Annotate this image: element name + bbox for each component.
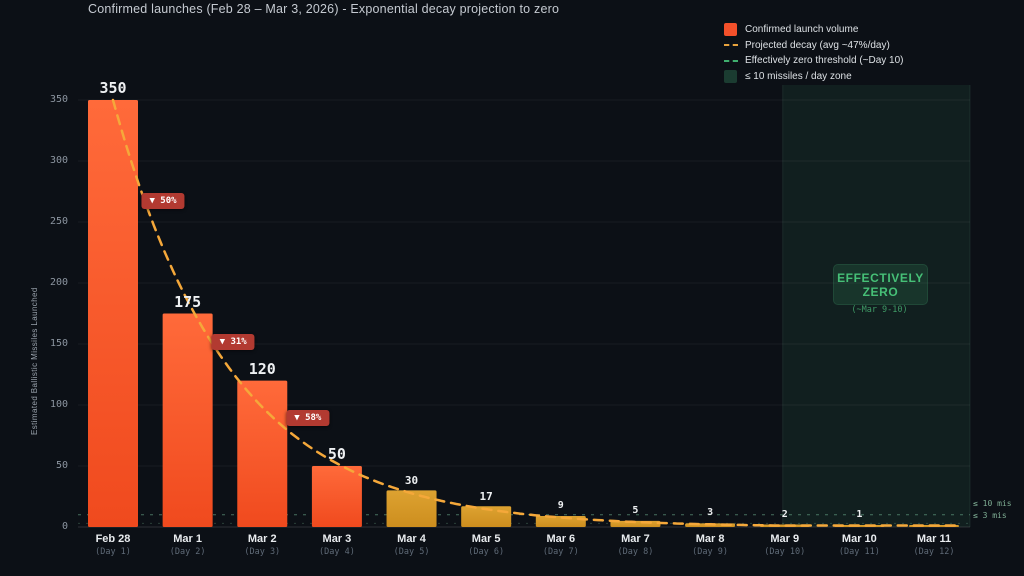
zero-zone bbox=[782, 85, 970, 527]
x-axis-day-label: (Day 3) bbox=[244, 547, 281, 557]
y-tick-label: 150 bbox=[49, 337, 68, 349]
x-axis-day-label: (Day 2) bbox=[169, 547, 206, 557]
x-axis-day-label: (Day 9) bbox=[692, 547, 728, 557]
dashed-line-swatch-icon bbox=[724, 59, 738, 62]
x-axis-date-label: Mar 10 bbox=[841, 533, 877, 545]
bar-mar4 bbox=[386, 490, 437, 527]
bar-value-label: 1 bbox=[856, 509, 863, 520]
y-tick-label: 300 bbox=[49, 154, 68, 166]
legend-label: Projected decay (avg ~47%/day) bbox=[745, 39, 890, 51]
x-axis-day-label: (Day 7) bbox=[542, 547, 579, 557]
bar-value-label: 175 bbox=[174, 292, 202, 311]
x-axis-date-label: Mar 6 bbox=[546, 533, 576, 545]
x-axis-date-label: Feb 28 bbox=[95, 533, 131, 545]
x-axis-day-label: (Day 12) bbox=[913, 547, 955, 557]
bar-feb28 bbox=[88, 100, 138, 527]
zone-swatch-icon bbox=[724, 69, 737, 83]
y-tick-label: 50 bbox=[55, 459, 68, 471]
x-axis-date-label: Mar 4 bbox=[397, 533, 426, 545]
bar-value-label: 9 bbox=[557, 500, 564, 512]
bar-value-label: 50 bbox=[327, 445, 346, 463]
bar-mar1 bbox=[162, 313, 213, 527]
threshold-annotation-10: ≤ 10 mis bbox=[973, 499, 1012, 508]
x-axis-date-label: Mar 3 bbox=[322, 533, 352, 545]
legend: Confirmed launch volume Projected decay … bbox=[724, 22, 904, 84]
effectively-zero-callout: EFFECTIVELY ZERO bbox=[833, 264, 928, 305]
y-tick-label: 0 bbox=[61, 520, 68, 532]
x-axis-day-label: (Day 4) bbox=[318, 547, 355, 557]
x-axis-date-label: Mar 11 bbox=[916, 533, 952, 545]
callout-text: EFFECTIVELY bbox=[837, 270, 924, 285]
y-tick-label: 200 bbox=[49, 276, 68, 288]
y-tick-label: 350 bbox=[49, 93, 68, 105]
bar-value-label: 3 bbox=[707, 507, 714, 519]
legend-item-projected-decay: Projected decay (avg ~47%/day) bbox=[724, 38, 904, 54]
bar-value-label: 120 bbox=[248, 359, 276, 378]
x-axis-date-label: Mar 1 bbox=[173, 533, 202, 545]
legend-label: Effectively zero threshold (~Day 10) bbox=[745, 55, 904, 67]
bar-mar6 bbox=[535, 516, 586, 527]
decay-pct-badge: ▼ 58% bbox=[286, 410, 330, 427]
bar-value-label: 350 bbox=[99, 79, 127, 97]
bar-value-label: 17 bbox=[479, 490, 493, 504]
legend-label: ≤ 10 missiles / day zone bbox=[745, 70, 852, 82]
x-axis-day-label: (Day 10) bbox=[764, 547, 806, 557]
dashed-line-swatch-icon bbox=[724, 44, 738, 47]
bar-mar3 bbox=[311, 466, 362, 527]
callout-text: ZERO bbox=[862, 284, 899, 299]
legend-item-zone: ≤ 10 missiles / day zone bbox=[724, 69, 904, 85]
y-tick-label: 250 bbox=[49, 215, 68, 227]
x-axis-date-label: Mar 2 bbox=[247, 533, 277, 545]
x-axis-day-label: (Day 11) bbox=[838, 547, 880, 557]
decay-curve bbox=[111, 98, 962, 527]
decay-pct-badge: ▼ 50% bbox=[141, 193, 185, 210]
x-axis-day-label: (Day 1) bbox=[95, 547, 131, 557]
callout-subtitle: (~Mar 9-10) bbox=[851, 305, 908, 315]
x-axis-date-label: Mar 8 bbox=[695, 533, 725, 545]
y-tick-label: 100 bbox=[49, 398, 68, 410]
legend-label: Confirmed launch volume bbox=[745, 24, 859, 36]
threshold-annotation-3: ≤ 3 mis bbox=[973, 511, 1007, 520]
y-axis-label: Estimated Ballistic Missiles Launched bbox=[30, 287, 39, 435]
decay-pct-badge: ▼ 31% bbox=[211, 333, 255, 350]
confirmed-bar-swatch-icon bbox=[724, 23, 737, 37]
bar-value-label: 2 bbox=[781, 508, 788, 520]
bar-value-label: 30 bbox=[404, 474, 419, 488]
legend-item-zero-threshold: Effectively zero threshold (~Day 10) bbox=[724, 53, 904, 69]
x-axis-day-label: (Day 5) bbox=[393, 547, 430, 557]
legend-item-confirmed: Confirmed launch volume bbox=[724, 22, 904, 38]
x-axis-date-label: Mar 7 bbox=[621, 533, 650, 545]
bar-mar2 bbox=[237, 380, 288, 527]
x-axis-day-label: (Day 6) bbox=[468, 547, 505, 557]
x-axis-date-label: Mar 9 bbox=[770, 533, 800, 545]
x-axis-day-label: (Day 8) bbox=[617, 547, 654, 557]
chart-title: Confirmed launches (Feb 28 – Mar 3, 2026… bbox=[88, 2, 560, 16]
bar-value-label: 5 bbox=[632, 504, 639, 516]
x-axis-date-label: Mar 5 bbox=[471, 533, 501, 545]
